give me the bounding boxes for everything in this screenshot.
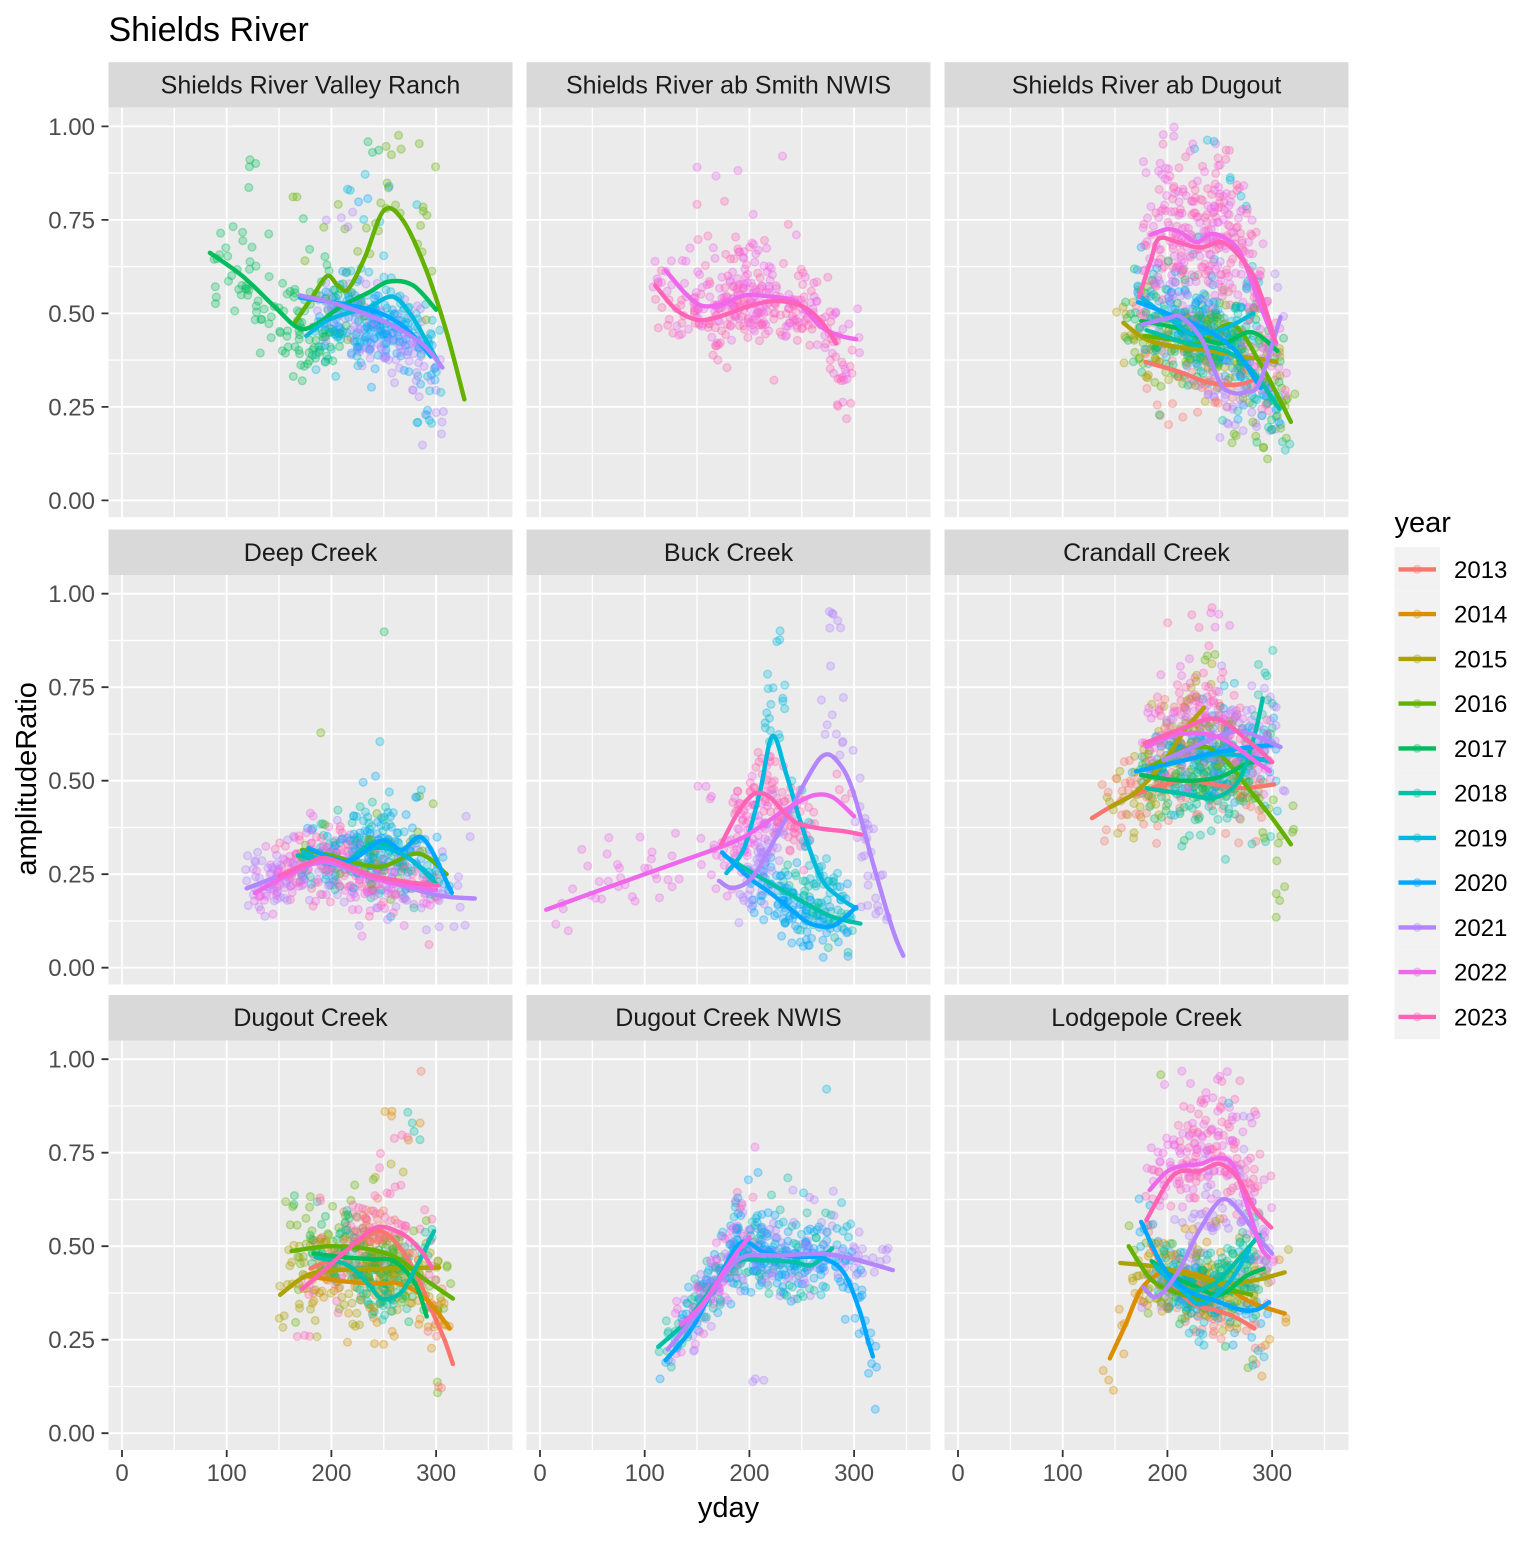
svg-text:Buck Creek: Buck Creek bbox=[664, 539, 794, 567]
svg-text:amplitudeRatio: amplitudeRatio bbox=[11, 682, 43, 875]
svg-text:Shields River Valley Ranch: Shields River Valley Ranch bbox=[161, 72, 461, 100]
svg-text:Shields River ab Dugout: Shields River ab Dugout bbox=[1012, 72, 1282, 100]
svg-text:yday: yday bbox=[698, 1492, 760, 1524]
svg-text:Shields River ab Smith NWIS: Shields River ab Smith NWIS bbox=[566, 72, 891, 100]
svg-text:Crandall Creek: Crandall Creek bbox=[1063, 539, 1230, 567]
svg-text:Shields River: Shields River bbox=[109, 11, 309, 49]
svg-text:Dugout Creek: Dugout Creek bbox=[233, 1004, 388, 1032]
svg-text:Dugout Creek NWIS: Dugout Creek NWIS bbox=[615, 1004, 841, 1032]
svg-text:Deep Creek: Deep Creek bbox=[244, 539, 378, 567]
